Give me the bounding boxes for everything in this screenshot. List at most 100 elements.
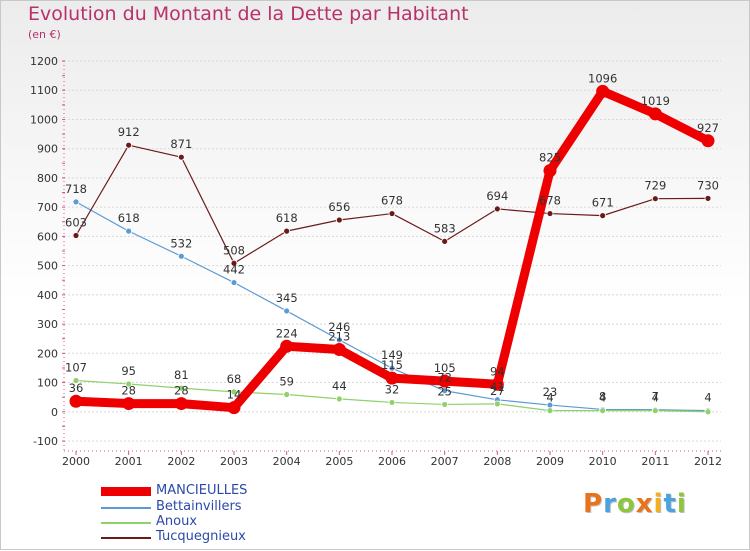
data-label: 107 xyxy=(65,360,87,374)
logo-letter: i xyxy=(653,489,664,519)
data-label: 8 xyxy=(599,389,606,403)
data-label: 41 xyxy=(490,380,505,394)
data-point xyxy=(283,307,291,315)
data-point xyxy=(230,279,238,286)
y-tick-label: 200 xyxy=(37,347,58,360)
x-tick-label: 2000 xyxy=(62,455,90,468)
data-point xyxy=(230,259,238,267)
x-tick-label: 2001 xyxy=(115,455,143,468)
logo-letter: x xyxy=(635,489,654,519)
data-point xyxy=(651,195,659,203)
data-label: 25 xyxy=(437,384,452,398)
axes: -100 0 100 200 300 400 500 600 700 800 900 1000 1100… xyxy=(30,55,722,468)
data-point xyxy=(599,407,607,415)
data-point xyxy=(596,84,610,98)
data-label: 718 xyxy=(65,182,87,196)
proxiti-logo: Proxiti xyxy=(583,489,687,519)
data-label: 508 xyxy=(223,243,245,257)
data-label: 213 xyxy=(328,330,350,344)
data-label: 246 xyxy=(328,320,350,334)
legend-swatch-mancieulles xyxy=(101,487,151,496)
data-point xyxy=(72,198,80,206)
data-label: 825 xyxy=(539,151,561,165)
data-label: 618 xyxy=(118,211,140,225)
data-label: 28 xyxy=(121,384,136,398)
data-point xyxy=(388,399,396,406)
data-label: 36 xyxy=(69,381,84,395)
data-point xyxy=(335,216,343,224)
x-tick-label: 2005 xyxy=(325,455,353,468)
data-point xyxy=(438,374,452,388)
x-tick-label: 2003 xyxy=(220,455,248,468)
data-label: 68 xyxy=(227,372,242,386)
data-point xyxy=(490,377,504,391)
data-label: 32 xyxy=(385,382,400,396)
y-tick-label: 400 xyxy=(37,289,58,302)
x-tick-label: 2010 xyxy=(589,455,617,468)
data-label: 345 xyxy=(276,291,298,305)
data-label: 671 xyxy=(592,196,614,210)
data-point xyxy=(283,227,291,235)
y-tick-label: 800 xyxy=(37,172,58,185)
data-point xyxy=(599,212,607,220)
data-point xyxy=(648,107,662,121)
legend-label-tucquegnieux: Tucquegnieux xyxy=(156,529,246,544)
unit-label: (en €) xyxy=(28,28,61,41)
data-label: 694 xyxy=(486,189,508,203)
data-label: 4 xyxy=(546,391,553,405)
data-point xyxy=(704,408,712,416)
x-tick-label: 2006 xyxy=(378,455,406,468)
y-tick-label: 100 xyxy=(37,377,58,390)
data-label: 730 xyxy=(697,178,719,192)
data-point xyxy=(72,232,80,239)
legend-swatch-bettainvillers xyxy=(101,507,151,509)
data-label: 1019 xyxy=(641,94,670,108)
data-label: 4 xyxy=(652,391,659,405)
data-point xyxy=(704,194,712,202)
x-tick-label: 2002 xyxy=(167,455,195,468)
data-label: 871 xyxy=(170,137,192,151)
data-label: 442 xyxy=(223,263,245,277)
legend-swatch-anoux xyxy=(101,522,151,524)
data-point xyxy=(441,237,449,245)
data-point xyxy=(543,164,557,178)
data-point xyxy=(72,377,80,384)
data-label: 72 xyxy=(437,371,452,385)
data-point xyxy=(332,343,346,357)
data-point xyxy=(493,400,501,408)
data-label: 618 xyxy=(276,211,298,225)
data-point xyxy=(227,401,241,415)
x-tick-label: 2008 xyxy=(483,455,511,468)
data-label: 603 xyxy=(65,216,87,230)
data-point xyxy=(280,339,294,353)
data-label: 678 xyxy=(381,194,403,208)
data-label: 532 xyxy=(170,236,192,250)
data-point xyxy=(441,387,449,395)
data-point xyxy=(125,380,133,388)
y-tick-label: 1200 xyxy=(30,55,58,68)
x-tick-label: 2011 xyxy=(641,455,669,468)
data-label: 115 xyxy=(381,358,403,372)
data-label: 1096 xyxy=(588,71,617,85)
x-tick-label: 2012 xyxy=(694,455,722,468)
data-point xyxy=(651,407,659,415)
data-label: 149 xyxy=(381,348,403,362)
data-label: 583 xyxy=(434,221,456,235)
data-point xyxy=(230,388,238,396)
logo-letter: P xyxy=(583,489,604,519)
y-tick-label: -100 xyxy=(33,435,58,448)
legend-label-bettainvillers: Bettainvillers xyxy=(156,499,242,514)
legend-label-mancieulles: MANCIEULLES xyxy=(156,483,248,498)
data-point xyxy=(441,401,449,408)
series-lines xyxy=(69,84,715,416)
data-point xyxy=(385,371,399,385)
data-label: 4 xyxy=(704,391,711,405)
data-label: 81 xyxy=(174,368,189,382)
data-point xyxy=(335,336,343,344)
data-point xyxy=(177,384,185,392)
data-label: 94 xyxy=(490,364,505,378)
data-label: 678 xyxy=(539,194,561,208)
